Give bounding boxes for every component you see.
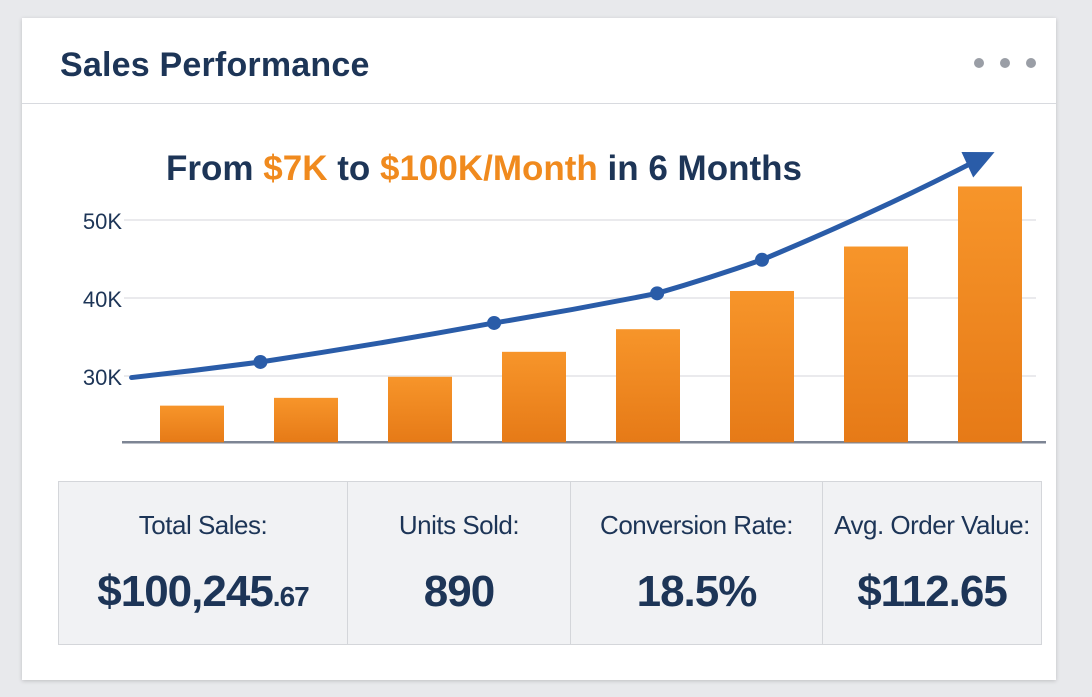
chart-title-part-4: in 6 Months <box>598 149 802 188</box>
stat-label: Conversion Rate: <box>600 510 793 540</box>
stat-label: Units Sold: <box>398 510 520 540</box>
stat-conversion-rate: Conversion Rate: 18.5% <box>571 482 823 644</box>
bar <box>388 376 452 443</box>
chart-title-part-0: From <box>166 149 263 188</box>
bar <box>274 397 338 443</box>
bar <box>958 186 1022 443</box>
trend-point <box>487 315 502 330</box>
stat-label: Avg. Order Value: <box>834 510 1030 540</box>
bar <box>844 246 908 443</box>
stat-value: $112.65 <box>857 567 1008 616</box>
trend-arrowhead <box>961 152 995 178</box>
stat-value: 18.5% <box>636 567 758 616</box>
bar <box>616 329 680 443</box>
y-tick-label: 50K <box>83 209 122 234</box>
sales-performance-card: Sales Performance From $7K to $100K/Mont… <box>22 18 1056 680</box>
trend-point <box>755 252 769 267</box>
stat-value: $100,245.67 <box>97 567 309 616</box>
bar <box>502 351 566 443</box>
y-tick-label: 40K <box>83 287 122 312</box>
y-tick-label: 30K <box>83 365 122 390</box>
stat-avg-order-value: Avg. Order Value: $112.65 <box>823 482 1041 644</box>
trend-point <box>650 286 665 301</box>
stat-units-sold: Units Sold: 890 <box>348 482 571 644</box>
stat-total-sales: Total Sales: $100,245.67 <box>59 482 348 644</box>
stat-value: 890 <box>423 567 495 616</box>
stats-row: Total Sales: $100,245.67 Units Sold: 890… <box>58 481 1042 645</box>
chart-title-part-2: to <box>328 149 380 188</box>
card-title: Sales Performance <box>60 46 370 84</box>
stat-label: Total Sales: <box>138 510 268 540</box>
bar <box>160 405 224 443</box>
more-horizontal-icon[interactable] <box>974 58 1036 68</box>
chart-title-part-1: $7K <box>263 149 327 188</box>
trend-point <box>253 354 268 369</box>
chart-title: From $7K to $100K/Month in 6 Months <box>166 149 802 188</box>
bar <box>730 290 794 443</box>
header-divider <box>22 103 1056 104</box>
chart-title-part-3: $100K/Month <box>380 149 598 188</box>
sales-chart: From $7K to $100K/Month in 6 Months 30K 4… <box>83 149 1046 444</box>
